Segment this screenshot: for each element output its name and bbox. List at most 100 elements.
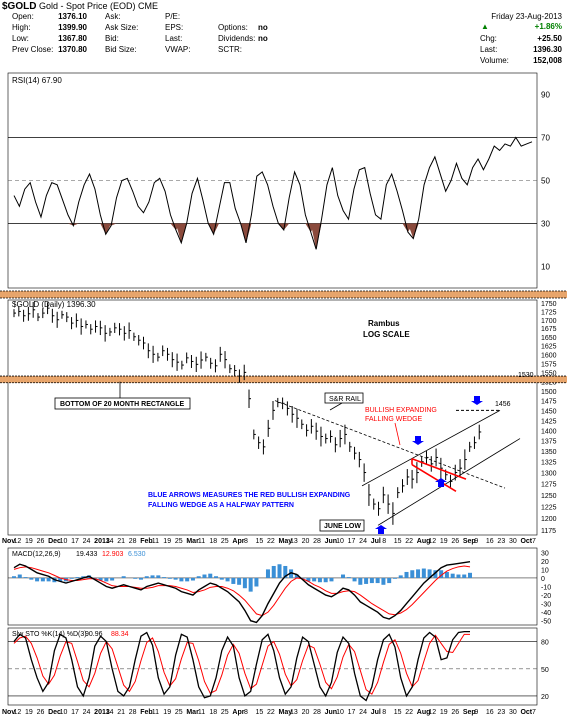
callout-box (54, 397, 191, 410)
macd-histogram-bar (219, 577, 224, 580)
x-tick-label: 10 (336, 709, 344, 716)
field-value: 1376.10 (58, 12, 87, 21)
y-tick-label: 1350 (541, 449, 557, 456)
macd-histogram-bar (46, 577, 51, 582)
x-tick-label: 20 (302, 538, 310, 545)
macd-histogram-bar (69, 577, 74, 579)
field-label: Ask Size: (105, 23, 139, 32)
macd-histogram-bar (306, 577, 311, 582)
x-tick-label: 26 (37, 709, 45, 716)
y-tick-label: 1425 (541, 418, 557, 425)
callout-leader (394, 422, 401, 446)
x-tick-label: 8 (244, 538, 248, 545)
x-tick-label: 20 (302, 709, 310, 716)
macd-histogram-bar (81, 576, 86, 578)
field-value: no (258, 34, 268, 43)
channel-line (361, 410, 501, 487)
macd-histogram-bar (381, 577, 386, 585)
field-value: 152,008 (533, 56, 562, 65)
x-tick-label: 12 (428, 709, 436, 716)
y-tick-label: 30 (541, 220, 550, 229)
y-tick-label: 1525 (541, 380, 557, 387)
x-tick-label: Oct (520, 709, 532, 716)
x-tick-label: 22 (405, 538, 413, 545)
sto-d-line (13, 633, 470, 695)
field-label: Bid: (105, 34, 119, 43)
x-tick-label: Jul (371, 538, 381, 545)
x-tick-label: 17 (348, 709, 356, 716)
macd-legend-value: 6.530 (128, 551, 146, 558)
y-tick-label: 80 (541, 640, 549, 647)
x-tick-label: Jun (325, 709, 337, 716)
x-tick-label: 30 (509, 538, 517, 545)
x-tick-label: 25 (175, 709, 183, 716)
x-tick-label: 18 (209, 538, 217, 545)
macd-histogram-bar (462, 574, 467, 578)
x-tick-label: 7 (532, 709, 536, 716)
y-tick-label: 1375 (541, 439, 557, 446)
field-value: 1399.90 (58, 23, 87, 32)
x-tick-label: Feb (140, 709, 152, 716)
macd-histogram-bar (450, 573, 455, 578)
x-tick-label: 15 (255, 709, 263, 716)
y-tick-label: 10 (541, 263, 550, 272)
y-tick-label: -30 (541, 602, 551, 609)
x-tick-label: 10 (60, 538, 68, 545)
y-tick-label: 1450 (541, 408, 557, 415)
x-tick-label: Sep (463, 709, 476, 716)
x-tick-label: 21 (117, 538, 125, 545)
channel-line (377, 438, 521, 526)
macd-histogram-bar (121, 576, 126, 578)
field-label: P/E: (165, 12, 181, 21)
macd-histogram-bar (265, 569, 270, 578)
x-tick-label: 22 (267, 709, 275, 716)
y-tick-label: 1225 (541, 504, 557, 511)
x-tick-label: 19 (440, 538, 448, 545)
x-tick-label: 16 (486, 709, 494, 716)
chart-note-subtitle: LOG SCALE (363, 330, 410, 339)
field-label: EPS: (165, 23, 184, 32)
chart-note-title: Rambus (368, 319, 400, 328)
x-tick-label: 26 (37, 538, 45, 545)
x-tick-label: 24 (83, 709, 91, 716)
macd-histogram-bar (254, 577, 259, 587)
field-value: 1370.80 (58, 45, 87, 54)
x-tick-label: 11 (152, 709, 159, 716)
x-tick-label: 11 (152, 538, 159, 545)
macd-histogram-bar (329, 577, 334, 582)
field-label: Low: (12, 34, 29, 43)
macd-histogram-bar (202, 574, 207, 578)
x-tick-label: May (279, 709, 293, 716)
macd-histogram-bar (173, 577, 178, 580)
y-tick-label: -20 (541, 593, 551, 600)
field-value: 1367.80 (58, 34, 87, 43)
macd-histogram-bar (392, 577, 397, 579)
rsi-legend: RSI(14) 67.90 (12, 76, 62, 85)
x-tick-label: 28 (313, 538, 321, 545)
up-arrow-icon: ▲ (481, 22, 489, 31)
y-tick-label: 10 (541, 567, 549, 574)
field-value: 1396.30 (533, 45, 562, 54)
field-label: Volume: (480, 56, 509, 65)
y-tick-label: 0 (541, 576, 545, 583)
macd-histogram-bar (190, 577, 195, 581)
macd-histogram-bar (294, 574, 299, 578)
macd-histogram-bar (468, 572, 472, 578)
x-tick-label: 12 (14, 538, 22, 545)
macd-line (13, 560, 471, 624)
wedge-line (411, 457, 467, 480)
sto-panel (7, 627, 538, 706)
x-tick-label: 10 (60, 709, 68, 716)
macd-histogram-bar (104, 577, 109, 582)
x-tick-label: 25 (221, 709, 229, 716)
rsi-oversold-fill (208, 223, 220, 235)
blue-down-arrow-icon (471, 396, 483, 405)
macd-histogram-bar (444, 571, 449, 578)
chart-title: $GOLD Gold - Spot Price (EOD) CME (2, 1, 158, 12)
x-tick-label: Jul (371, 709, 381, 716)
y-tick-label: 20 (541, 559, 549, 566)
x-tick-label: 26 (451, 709, 459, 716)
change-percent: +1.86% (534, 22, 562, 31)
x-tick-label: 19 (25, 709, 33, 716)
macd-histogram-bar (387, 577, 392, 584)
